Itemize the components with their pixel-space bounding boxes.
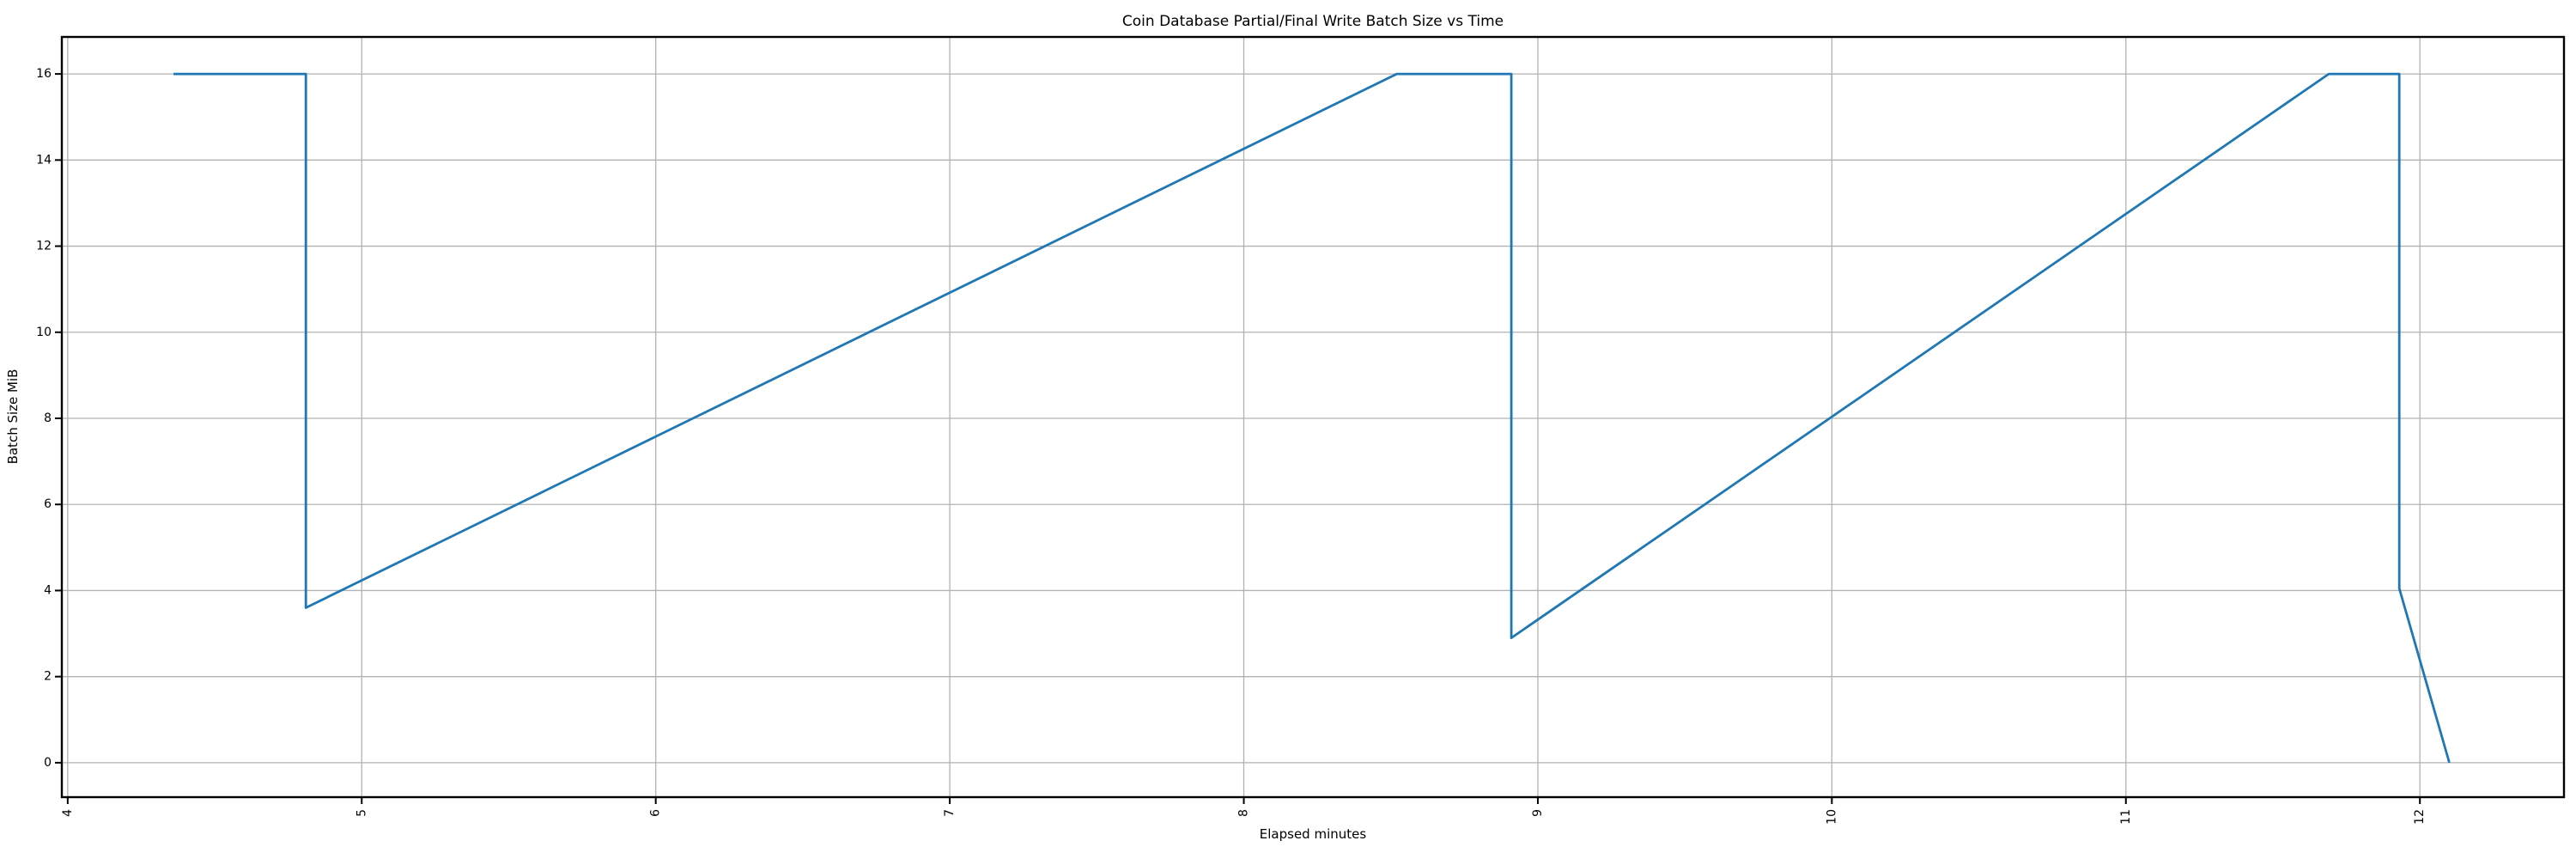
gridlines: [62, 37, 2564, 797]
plot-area-border: [60, 35, 2566, 799]
y-tick-label: 6: [44, 497, 52, 511]
y-axis-label: Batch Size MiB: [5, 369, 21, 465]
x-tick-labels: 4 5 6 7 8 9 10 11 12: [61, 809, 2427, 825]
y-tick-labels: 0 2 4 6 8 10 12 14 16: [36, 67, 52, 770]
tick-marks: [55, 73, 2421, 804]
x-tick-label: 11: [2119, 809, 2133, 825]
x-tick-label: 10: [1825, 809, 1838, 825]
x-tick-label: 12: [2413, 809, 2427, 825]
x-axis-label: Elapsed minutes: [1260, 826, 1367, 842]
y-tick-label: 2: [44, 670, 52, 684]
y-tick-label: 10: [36, 326, 52, 339]
y-tick-label: 14: [36, 153, 52, 167]
chart-title: Coin Database Partial/Final Write Batch …: [1122, 13, 1504, 30]
x-tick-label: 5: [355, 809, 368, 817]
x-tick-label: 7: [943, 809, 957, 817]
y-tick-label: 12: [36, 240, 52, 253]
x-tick-label: 8: [1237, 809, 1251, 817]
x-tick-label: 6: [649, 809, 663, 817]
y-tick-label: 8: [44, 411, 52, 425]
y-tick-label: 4: [44, 583, 52, 597]
y-tick-label: 0: [44, 756, 52, 770]
y-tick-label: 16: [36, 67, 52, 81]
data-line-batch-size: [173, 72, 2451, 764]
x-tick-label: 9: [1531, 809, 1545, 817]
x-tick-label: 4: [61, 809, 75, 817]
